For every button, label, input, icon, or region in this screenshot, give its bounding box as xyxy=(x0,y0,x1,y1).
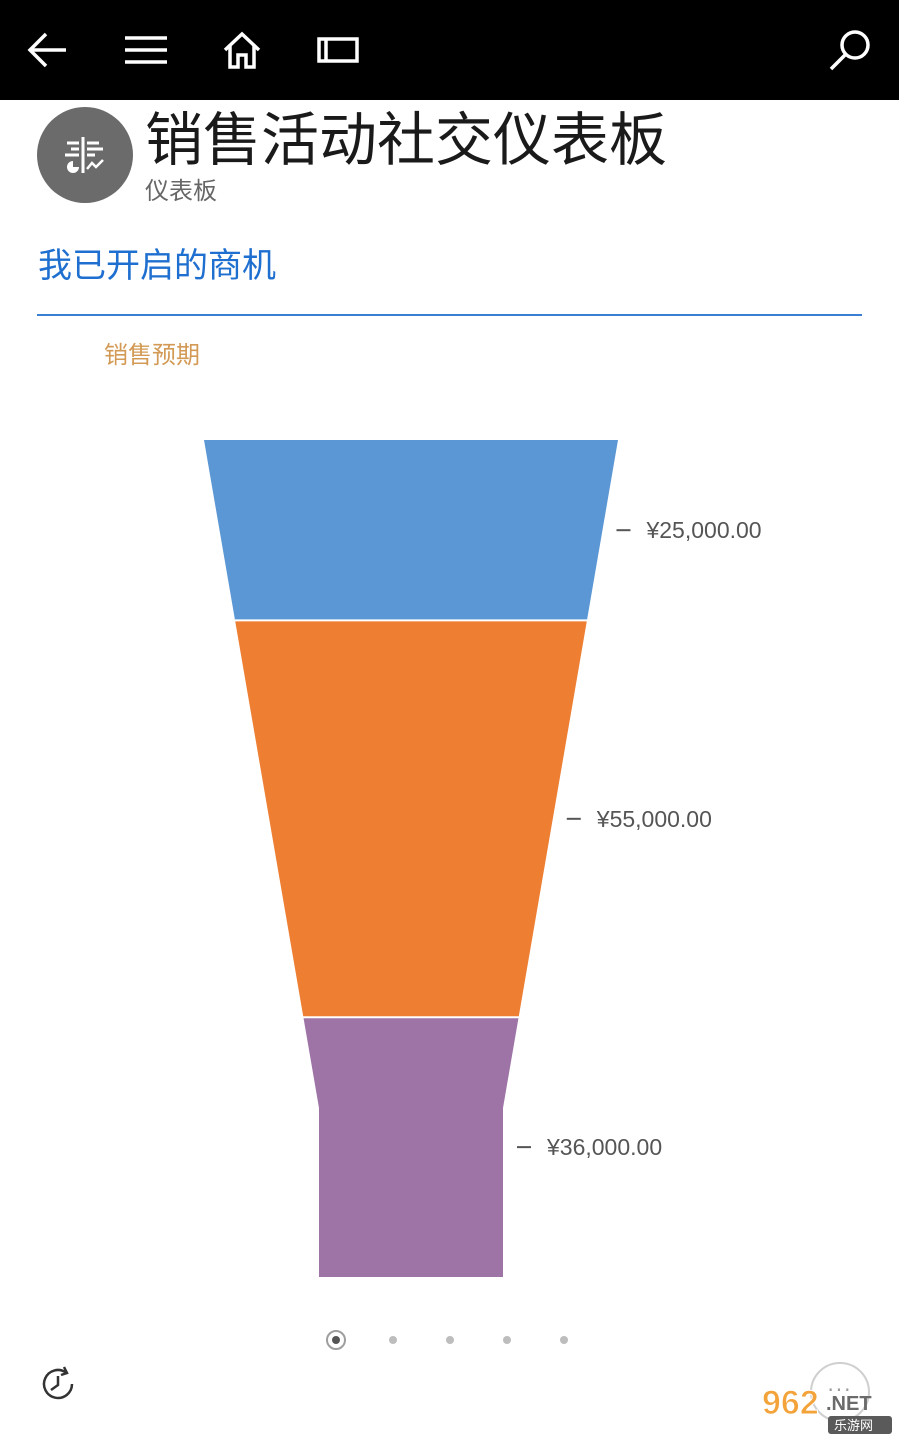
section-divider xyxy=(37,314,862,316)
back-arrow-icon xyxy=(27,32,66,68)
svg-text:962: 962 xyxy=(762,1384,819,1422)
funnel-segment-2[interactable] xyxy=(235,621,587,1017)
page-dot-2[interactable] xyxy=(389,1336,397,1344)
more-options-label: ... xyxy=(827,1372,853,1396)
chart-title: 销售预期 xyxy=(104,341,200,369)
search-button[interactable] xyxy=(810,0,890,100)
funnel-value-label-2: ¥55,000.00 xyxy=(596,806,712,832)
dashboard-icon xyxy=(65,137,104,173)
page-dot-3[interactable] xyxy=(446,1336,454,1344)
funnel-segment-1[interactable] xyxy=(204,440,618,620)
view-toggle-icon xyxy=(317,37,359,63)
history-clock-icon[interactable] xyxy=(38,1364,78,1404)
page-dot-1[interactable] xyxy=(326,1330,346,1350)
search-icon xyxy=(829,30,870,71)
home-button[interactable] xyxy=(202,0,282,100)
page-dot-5[interactable] xyxy=(560,1336,568,1344)
view-toggle-button[interactable] xyxy=(298,0,378,100)
watermark-logo: 962 .NET 乐游网 xyxy=(762,1384,892,1434)
menu-button[interactable] xyxy=(106,0,186,100)
section-title[interactable]: 我已开启的商机 xyxy=(38,246,276,286)
dashboard-avatar xyxy=(37,107,133,203)
page-indicator xyxy=(0,1326,899,1356)
funnel-value-label-1: ¥25,000.00 xyxy=(645,517,761,543)
svg-text:.NET: .NET xyxy=(826,1393,872,1415)
page-subtitle: 仪表板 xyxy=(145,177,217,205)
top-app-bar xyxy=(0,0,899,100)
funnel-value-label-3: ¥36,000.00 xyxy=(546,1134,662,1160)
hamburger-menu-icon xyxy=(125,36,167,64)
home-icon xyxy=(223,31,261,69)
back-button[interactable] xyxy=(8,0,88,100)
svg-text:乐游网: 乐游网 xyxy=(834,1419,873,1434)
page-dot-4[interactable] xyxy=(503,1336,511,1344)
funnel-segment-3[interactable] xyxy=(303,1018,519,1277)
page-title: 销售活动社交仪表板 xyxy=(145,106,668,174)
more-options-button[interactable]: ... xyxy=(810,1362,870,1422)
